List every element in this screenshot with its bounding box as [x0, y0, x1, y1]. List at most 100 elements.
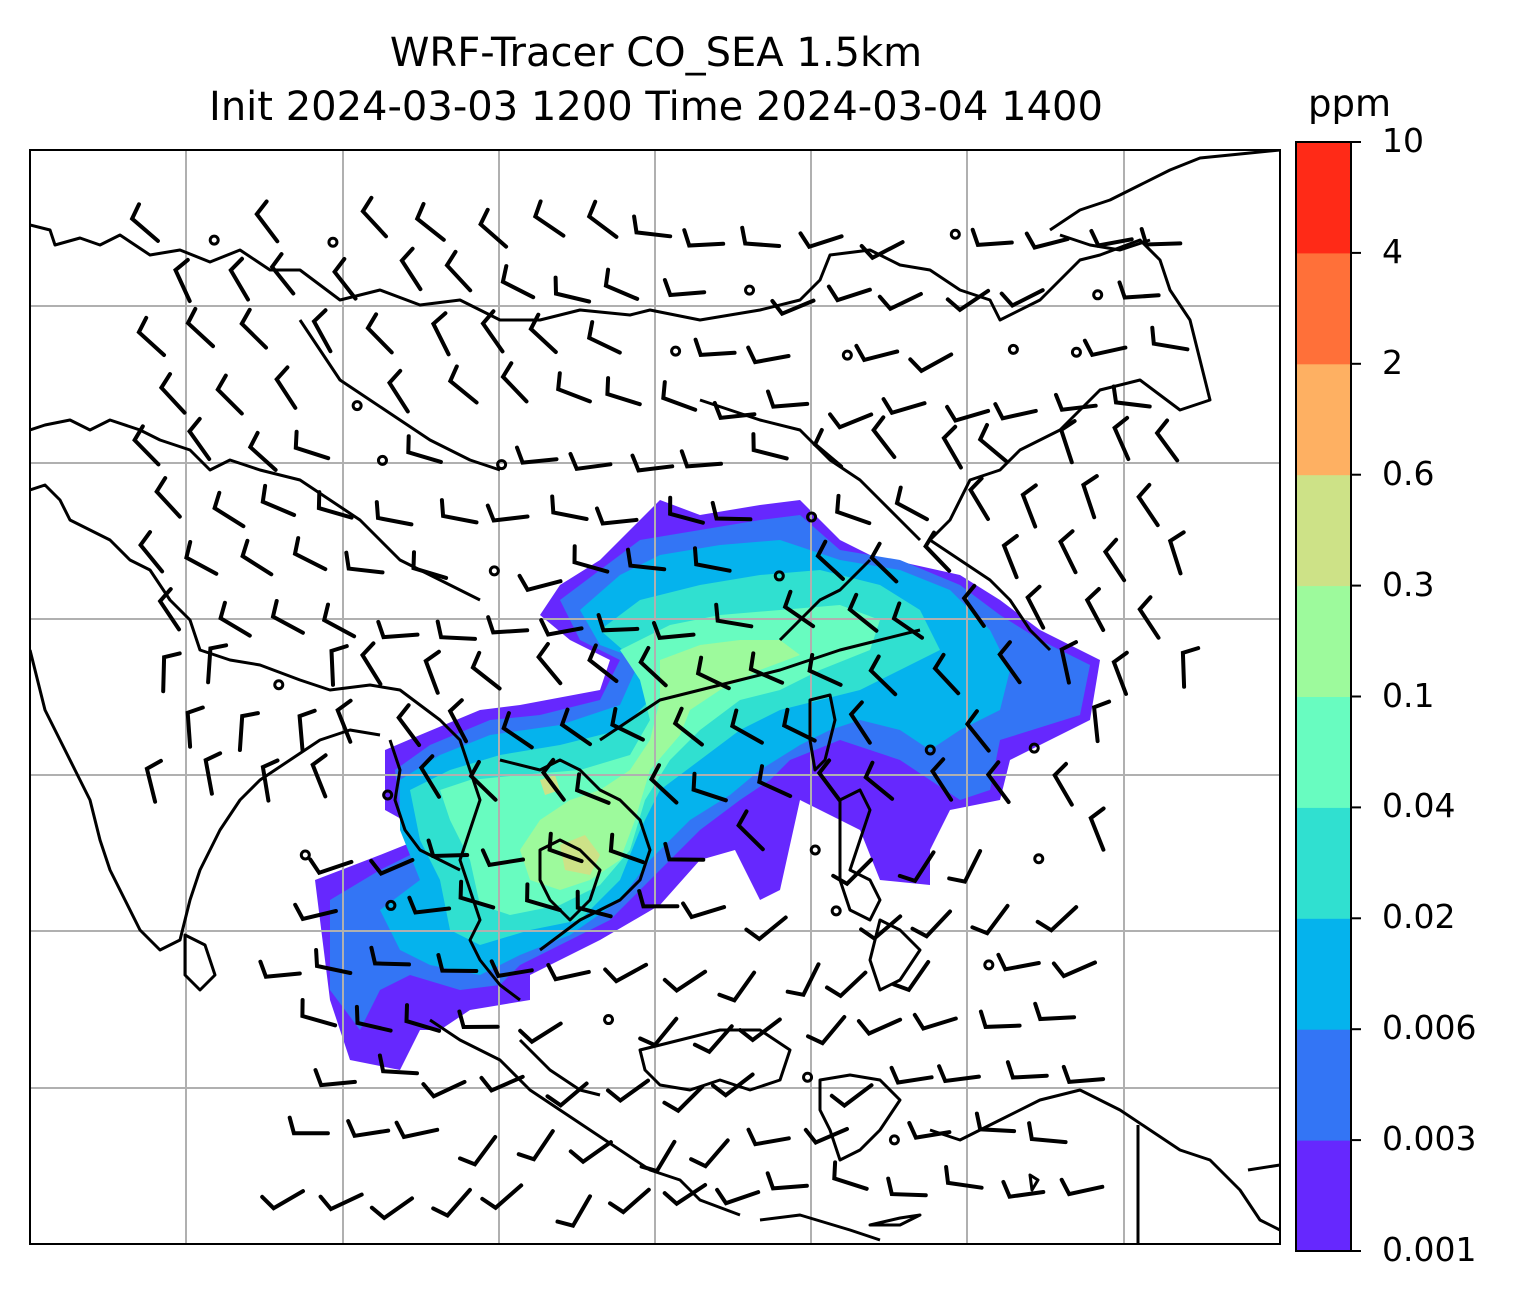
calm-wind-circle: [1033, 853, 1045, 865]
calm-wind-circle: [773, 570, 785, 582]
wind-barb: [154, 476, 182, 519]
wind-barb: [318, 1192, 364, 1212]
calm-wind-circle: [376, 454, 388, 466]
wind-barb: [587, 643, 619, 683]
wind-barb: [1081, 474, 1099, 520]
calm-wind-circle: [806, 511, 818, 523]
wind-barb: [848, 700, 872, 745]
wind-barb: [886, 1176, 928, 1198]
wind-barb: [912, 1012, 958, 1031]
calm-wind-circle: [488, 565, 500, 577]
wind-barb: [603, 267, 640, 301]
wind-barb: [738, 1017, 782, 1043]
wind-barb: [316, 490, 354, 520]
wind-barb: [712, 401, 757, 421]
colorbar-tick-label: 2: [1382, 342, 1403, 382]
wind-barb: [260, 483, 297, 517]
wind-barb: [457, 1009, 500, 1030]
wind-barb: [639, 1139, 677, 1174]
wind-barb: [314, 948, 353, 975]
wind-barb: [711, 1072, 755, 1098]
wind-barb: [206, 643, 229, 685]
wind-barb: [157, 587, 181, 632]
wind-barb: [681, 901, 727, 920]
wind-barb: [418, 754, 441, 799]
wind-barb: [515, 445, 559, 465]
wind-barb: [237, 711, 260, 752]
wind-barb: [859, 914, 903, 942]
wind-barb: [806, 1015, 847, 1046]
colorbar-tick-label: 0.1: [1382, 675, 1435, 715]
wind-barb: [828, 412, 874, 430]
wind-barb: [829, 1083, 874, 1109]
wind-barb: [662, 278, 707, 298]
wind-barb: [595, 506, 639, 526]
calm-wind-circle: [1070, 346, 1082, 358]
colorbar-tick-label: 0.02: [1382, 897, 1456, 937]
calm-wind-circle: [1007, 343, 1019, 355]
wind-barb: [414, 202, 446, 242]
wind-barb: [555, 1194, 592, 1229]
wind-barb: [478, 207, 509, 249]
wind-barb: [480, 848, 525, 868]
wind-barb: [1052, 761, 1074, 807]
wind-barb: [871, 415, 897, 459]
wind-barb: [297, 708, 317, 752]
wind-barb: [161, 651, 182, 694]
wind-barb: [489, 959, 534, 979]
wind-barb: [300, 998, 338, 1028]
wind-barb: [359, 641, 383, 686]
wind-barb: [608, 832, 645, 865]
wind-barb: [663, 841, 706, 862]
calm-wind-circle: [802, 1071, 814, 1083]
wind-barb: [782, 589, 816, 629]
colorbar-tick-label: 4: [1382, 231, 1403, 271]
wind-barb: [947, 849, 983, 884]
wind-barb: [638, 646, 668, 688]
calm-wind-circle: [830, 905, 842, 917]
wind-barb: [630, 453, 675, 473]
wind-barb: [682, 228, 726, 248]
wind-barb: [770, 298, 816, 317]
wind-barb: [500, 264, 536, 300]
wind-barb: [525, 882, 562, 912]
wind-barb: [945, 288, 991, 313]
wind-barb: [757, 764, 793, 799]
wind-barb: [486, 615, 530, 635]
wind-barb: [1136, 482, 1160, 528]
calm-wind-circle: [208, 234, 220, 246]
wind-barb: [1025, 584, 1046, 630]
wind-barb: [480, 1183, 524, 1211]
wind-barb: [1033, 1001, 1077, 1022]
calm-wind-circle: [273, 679, 285, 691]
wind-barb: [974, 1111, 1017, 1134]
wind-barb: [568, 452, 613, 471]
wind-barb: [260, 758, 280, 803]
wind-barb: [1001, 534, 1019, 580]
wind-barb: [744, 915, 788, 942]
wind-barb: [729, 708, 764, 745]
colorbar-tick-label: 0.006: [1382, 1008, 1477, 1048]
wind-barb: [274, 365, 298, 410]
wind-barb: [785, 962, 821, 998]
wind-barb: [710, 500, 753, 522]
calm-wind-circle: [983, 959, 995, 971]
wind-barb: [430, 311, 451, 357]
wind-barb: [693, 337, 737, 357]
wind-barb: [365, 312, 394, 355]
wind-barb: [517, 573, 563, 593]
map-frame: [29, 149, 1281, 1245]
wind-barb: [1091, 699, 1112, 744]
map-subtitle: Init 2024-03-03 1200 Time 2024-03-04 140…: [209, 84, 1103, 130]
calm-wind-circle: [382, 789, 394, 801]
wind-barb: [1111, 650, 1129, 696]
wind-barb: [1024, 231, 1070, 250]
wind-barb: [894, 485, 929, 522]
wind-barb: [944, 1165, 984, 1190]
wind-barb: [1180, 646, 1201, 689]
wind-barb: [406, 434, 443, 464]
wind-barb: [136, 315, 166, 357]
wind-barb: [1150, 325, 1190, 352]
wind-barb: [346, 1119, 391, 1139]
wind-barb: [803, 1127, 849, 1145]
